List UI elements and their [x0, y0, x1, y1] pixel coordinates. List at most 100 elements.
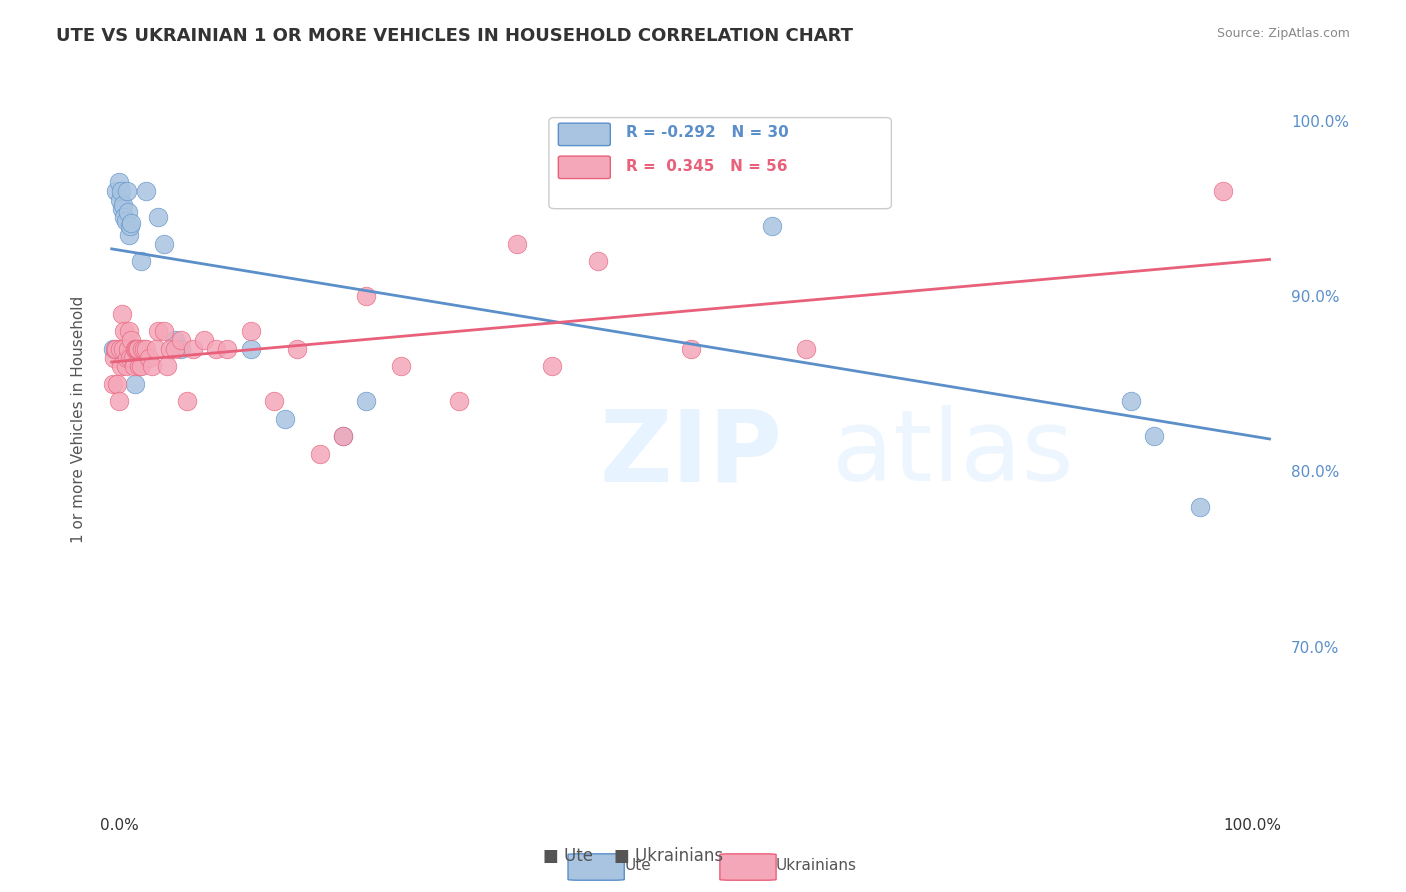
Point [129, 254, 152, 268]
Point [586, 254, 609, 268]
Point [1143, 429, 1166, 443]
Point [101, 376, 124, 391]
Point [105, 184, 128, 198]
Point [134, 342, 156, 356]
Point [165, 342, 187, 356]
Point [135, 184, 157, 198]
Point [115, 184, 138, 198]
Point [114, 324, 136, 338]
Point [138, 351, 160, 365]
Point [124, 342, 146, 356]
Point [104, 342, 127, 356]
Point [120, 216, 142, 230]
Text: Source: ZipAtlas.com: Source: ZipAtlas.com [1216, 27, 1350, 40]
Point [118, 324, 141, 338]
Point [156, 359, 179, 374]
Point [110, 359, 132, 374]
FancyBboxPatch shape [548, 118, 891, 209]
Point [181, 342, 204, 356]
Point [1212, 184, 1234, 198]
Point [110, 184, 132, 198]
Point [165, 333, 187, 347]
Point [111, 307, 134, 321]
Point [796, 342, 818, 356]
Point [112, 198, 135, 212]
Point [127, 342, 149, 356]
Point [193, 333, 215, 347]
Point [114, 211, 136, 225]
Y-axis label: 1 or more Vehicles in Household: 1 or more Vehicles in Household [72, 295, 86, 542]
Point [103, 351, 125, 365]
Point [117, 342, 139, 356]
Point [506, 236, 529, 251]
Point [540, 359, 562, 374]
Point [761, 219, 783, 234]
Point [170, 333, 193, 347]
Point [129, 359, 152, 374]
Point [145, 342, 167, 356]
Point [124, 376, 146, 391]
Point [105, 342, 128, 356]
Point [1119, 394, 1142, 409]
Point [263, 394, 285, 409]
Point [120, 351, 142, 365]
Point [239, 324, 262, 338]
Point [114, 359, 136, 374]
Point [309, 447, 332, 461]
Text: R =  0.345   N = 56: R = 0.345 N = 56 [626, 159, 787, 174]
Text: UTE VS UKRAINIAN 1 OR MORE VEHICLES IN HOUSEHOLD CORRELATION CHART: UTE VS UKRAINIAN 1 OR MORE VEHICLES IN H… [56, 27, 853, 45]
Point [205, 342, 228, 356]
Text: atlas: atlas [832, 406, 1074, 502]
Point [117, 205, 139, 219]
Point [115, 351, 138, 365]
Point [107, 376, 129, 391]
Point [153, 236, 176, 251]
Point [128, 359, 150, 374]
Point [131, 342, 153, 356]
Point [107, 394, 129, 409]
Point [389, 359, 412, 374]
Point [285, 342, 308, 356]
Point [274, 412, 297, 426]
Point [112, 342, 135, 356]
Point [108, 193, 131, 207]
Point [111, 202, 134, 216]
FancyBboxPatch shape [720, 854, 776, 880]
Point [114, 214, 136, 228]
Text: Ute: Ute [624, 858, 651, 872]
Point [679, 342, 702, 356]
Point [217, 342, 239, 356]
Point [101, 342, 124, 356]
Point [120, 333, 142, 347]
Point [332, 429, 354, 443]
Text: 0.0%: 0.0% [100, 818, 139, 833]
Point [239, 342, 262, 356]
Point [120, 219, 142, 234]
FancyBboxPatch shape [568, 854, 624, 880]
Point [159, 342, 181, 356]
FancyBboxPatch shape [558, 156, 610, 178]
Point [170, 342, 193, 356]
Point [141, 359, 163, 374]
Text: ZIP: ZIP [599, 406, 782, 502]
Point [121, 351, 143, 365]
Text: Ukrainians: Ukrainians [776, 858, 858, 872]
Text: 100.0%: 100.0% [1223, 818, 1281, 833]
Point [176, 394, 198, 409]
Point [125, 342, 148, 356]
Text: R = -0.292   N = 30: R = -0.292 N = 30 [626, 126, 789, 141]
Point [356, 394, 378, 409]
Point [118, 227, 141, 242]
Point [737, 184, 759, 198]
Point [127, 342, 149, 356]
Point [447, 394, 470, 409]
Point [146, 211, 169, 225]
Point [153, 324, 176, 338]
Point [122, 359, 145, 374]
FancyBboxPatch shape [558, 123, 610, 145]
Point [108, 342, 131, 356]
Point [1189, 500, 1212, 514]
Point [107, 175, 129, 189]
Text: ■ Ute    ■ Ukrainians: ■ Ute ■ Ukrainians [543, 847, 723, 865]
Point [356, 289, 378, 303]
